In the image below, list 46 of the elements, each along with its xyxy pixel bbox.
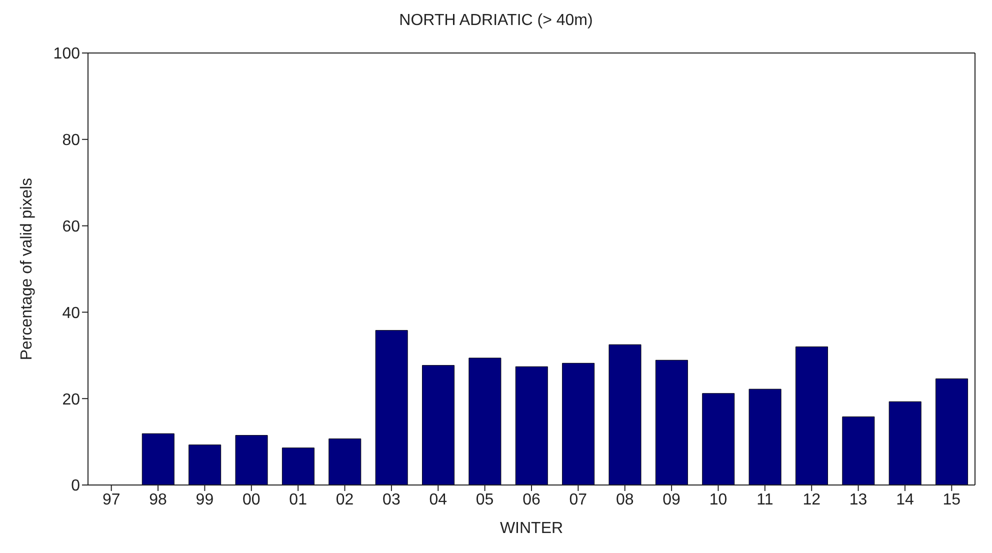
x-tick-label: 10 — [709, 491, 728, 508]
y-tick-label: 60 — [62, 218, 80, 236]
x-tick-label: 06 — [522, 491, 540, 508]
bar — [608, 344, 642, 485]
bar — [702, 393, 735, 485]
x-tick-label: 12 — [802, 491, 821, 508]
x-tick-label: 09 — [662, 491, 681, 508]
y-tick-label: 40 — [62, 304, 80, 322]
x-tick-label: 08 — [616, 491, 634, 508]
bar — [142, 433, 174, 485]
y-axis-title: Percentage of valid pixels — [18, 178, 36, 360]
y-tick-label: 20 — [62, 391, 80, 408]
bar — [468, 358, 502, 485]
x-tick-label: 99 — [196, 491, 214, 508]
x-tick-label: 01 — [289, 491, 308, 508]
bar — [375, 330, 408, 485]
x-tick-label: 98 — [149, 491, 168, 508]
x-tick-label: 00 — [242, 491, 260, 508]
y-tick-label: 100 — [53, 46, 80, 63]
bar — [748, 388, 782, 485]
x-tick-label: 04 — [429, 491, 448, 508]
bar — [562, 362, 595, 485]
x-tick-label: 14 — [896, 491, 914, 508]
x-tick-label: 07 — [569, 491, 588, 508]
x-tick-label: 97 — [102, 491, 120, 508]
bar — [936, 378, 968, 485]
x-tick-label: 02 — [336, 491, 354, 508]
bar — [515, 366, 548, 485]
y-tick-label: 80 — [62, 132, 80, 150]
x-axis-title: WINTER — [500, 520, 564, 537]
x-tick-label: 05 — [476, 491, 494, 508]
x-tick-label: 15 — [942, 491, 961, 508]
y-tick-label: 0 — [71, 478, 80, 495]
bar — [282, 448, 314, 485]
x-tick-label: 13 — [849, 491, 868, 508]
bar — [795, 346, 828, 485]
bar — [235, 435, 268, 485]
x-tick-label: 11 — [756, 491, 774, 508]
bar — [655, 360, 688, 485]
chart-title: NORTH ADRIATIC (> 40m) — [398, 12, 594, 30]
bar — [842, 416, 875, 485]
bar — [328, 438, 362, 485]
bar — [888, 401, 922, 485]
bar — [188, 444, 222, 485]
bar — [422, 365, 455, 485]
x-tick-label: 03 — [382, 491, 400, 508]
